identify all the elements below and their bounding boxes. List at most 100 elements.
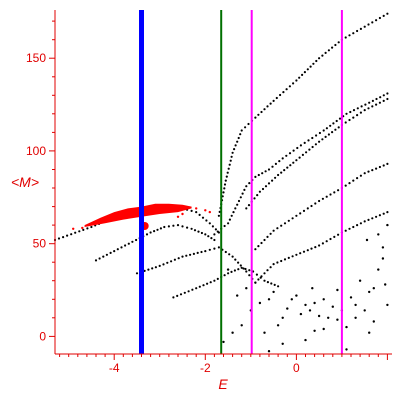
data-point-s5-18 xyxy=(234,144,237,147)
data-point-s5-11 xyxy=(226,171,229,174)
data-point-s5-23 xyxy=(244,126,247,129)
data-point-s6-37 xyxy=(363,109,366,112)
data-point-s6-38 xyxy=(367,107,370,110)
data-point-s8-10 xyxy=(287,256,290,259)
data-point-s1-14 xyxy=(145,233,149,236)
data-point-s2-4 xyxy=(151,267,154,270)
data-point-s2-31 xyxy=(248,274,251,277)
data-point-s9-43 xyxy=(386,223,389,227)
data-point-s3-2 xyxy=(179,293,183,296)
data-point-s6-4 xyxy=(256,194,259,197)
data-point-s7-7 xyxy=(276,227,279,230)
data-point-s3-26 xyxy=(266,281,269,284)
data-point-s7-14 xyxy=(302,209,306,212)
data-point-s11-6 xyxy=(181,212,184,216)
data-point-s4-50 xyxy=(371,99,374,102)
data-point-s5-55 xyxy=(344,36,347,39)
data-point-s4-52 xyxy=(379,96,382,99)
data-point-s4-33 xyxy=(311,136,314,140)
data-point-s0-6 xyxy=(78,230,81,233)
data-point-s7-29 xyxy=(359,174,362,177)
data-point-s0-33 xyxy=(190,209,193,212)
data-point-s1-10 xyxy=(131,240,134,243)
data-point-s3-1 xyxy=(176,294,179,297)
data-point-s6-39 xyxy=(371,105,374,108)
data-point-s2-20 xyxy=(213,247,216,250)
data-point-s5-46 xyxy=(315,59,318,63)
data-point-s9-29 xyxy=(381,257,385,260)
data-point-s8-2 xyxy=(260,275,263,278)
data-point-s2-2 xyxy=(143,269,146,272)
data-point-s9-6 xyxy=(272,290,275,294)
data-point-s4-4 xyxy=(227,222,230,225)
data-point-s3-21 xyxy=(248,269,251,272)
data-point-s9-7 xyxy=(281,316,284,319)
data-point-s6-23 xyxy=(314,143,317,146)
data-point-s6-33 xyxy=(348,118,351,122)
data-point-s9-41 xyxy=(377,233,380,236)
data-point-s7-2 xyxy=(260,241,263,245)
data-point-s1-4 xyxy=(109,251,112,254)
data-point-s3-18 xyxy=(237,268,240,271)
data-point-s8-27 xyxy=(352,225,355,229)
data-point-s9-23 xyxy=(354,303,357,307)
data-point-s11-5 xyxy=(208,210,211,214)
data-point-s8-17 xyxy=(314,246,317,249)
data-point-s1-8 xyxy=(124,244,127,247)
data-point-s5-50 xyxy=(327,49,330,52)
data-point-s1-9 xyxy=(127,242,130,245)
data-point-s2-18 xyxy=(204,250,207,253)
data-point-s2-9 xyxy=(170,260,173,263)
data-point-s4-30 xyxy=(299,144,302,147)
data-point-s9-4 xyxy=(258,301,262,305)
x-tick-label: -2 xyxy=(200,361,211,375)
data-point-s6-43 xyxy=(386,97,389,101)
data-point-s0-35 xyxy=(198,213,201,216)
data-point-s2-8 xyxy=(166,261,169,264)
data-point-s5-26 xyxy=(254,116,257,119)
data-point-s5-40 xyxy=(298,76,301,79)
data-point-s3-27 xyxy=(270,282,273,285)
data-point-s9-45 xyxy=(313,329,316,332)
data-point-s4-29 xyxy=(296,146,299,150)
data-point-s5-27 xyxy=(257,113,260,116)
data-point-s4-44 xyxy=(349,110,352,114)
data-point-s2-30 xyxy=(245,270,248,273)
axes: 0 50 100 150 -4 -2 0 xyxy=(26,10,392,375)
data-point-s0-40 xyxy=(214,228,217,231)
data-point-s6-21 xyxy=(308,148,311,151)
data-point-s8-13 xyxy=(299,252,302,255)
data-point-s4-7 xyxy=(232,211,235,214)
data-point-s1-22 xyxy=(176,224,180,227)
data-point-s0-4 xyxy=(70,233,73,236)
data-point-s8-5 xyxy=(269,266,272,269)
data-point-s4-23 xyxy=(274,162,277,165)
data-point-s8-25 xyxy=(344,229,347,232)
data-point-s7-23 xyxy=(337,189,340,192)
data-point-s8-9 xyxy=(283,258,287,261)
data-point-s7-17 xyxy=(314,202,317,205)
data-point-s1-6 xyxy=(116,248,119,251)
data-point-s2-24 xyxy=(228,253,231,256)
data-point-s6-17 xyxy=(295,159,298,162)
data-point-s8-20 xyxy=(325,240,328,243)
data-point-s2-23 xyxy=(224,250,227,254)
data-point-s7-12 xyxy=(295,214,298,217)
data-point-s4-22 xyxy=(271,165,274,168)
x-tick-label: 0 xyxy=(293,361,300,375)
data-point-s6-5 xyxy=(258,190,261,193)
data-point-s5-43 xyxy=(306,68,309,71)
data-point-s9-49 xyxy=(311,287,314,290)
red-band-region xyxy=(84,203,192,227)
data-point-s9-10 xyxy=(295,294,298,297)
data-point-s5-44 xyxy=(309,65,312,68)
data-point-s1-25 xyxy=(190,227,193,230)
y-tick-label: 150 xyxy=(26,51,46,65)
data-point-s4-5 xyxy=(228,218,231,221)
data-point-s9-12 xyxy=(304,303,307,307)
data-point-s0-8 xyxy=(86,227,89,230)
data-point-s4-47 xyxy=(360,105,363,108)
data-point-s1-3 xyxy=(105,253,108,256)
